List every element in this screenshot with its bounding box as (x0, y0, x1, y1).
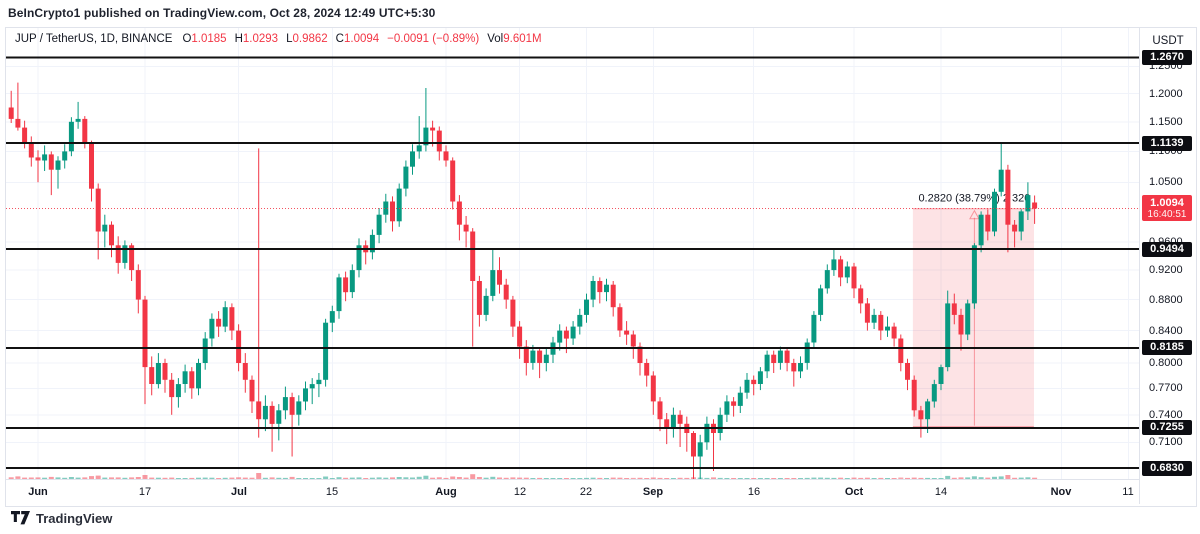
price-axis-label: 0.7400 (1149, 409, 1183, 421)
time-axis-label: 11 (1122, 486, 1134, 498)
close-value: 1.0094 (343, 33, 380, 45)
time-axis-label: 15 (325, 486, 339, 498)
tradingview-brand-text: TradingView (36, 511, 113, 526)
time-axis-label: 12 (513, 486, 527, 498)
price-level-badge: 1.2670 (1142, 50, 1192, 65)
tradingview-logo-icon (11, 511, 30, 525)
time-axis-label: Jul (231, 486, 247, 498)
open-label: O (182, 33, 192, 45)
time-axis-label: Oct (844, 486, 864, 498)
price-level-badge: 0.8185 (1142, 340, 1192, 355)
support-resistance-lines (6, 56, 1139, 469)
price-axis-label: 0.7700 (1149, 382, 1183, 394)
change-value: −0.0091 (−0.89%) (387, 33, 480, 45)
price-axis[interactable]: USDT 1.25001.20001.15001.10001.05000.960… (1139, 28, 1196, 504)
high-value: 1.0293 (242, 33, 279, 45)
low-label: L (286, 33, 293, 45)
chart-frame: 0.2820 (38.79%) 2 320 JUP / TetherUS, 1D… (5, 27, 1197, 507)
volume-label: Vol (487, 33, 504, 45)
time-axis-label: Nov (1050, 486, 1072, 498)
price-axis-label: 0.8000 (1149, 357, 1183, 369)
low-value: 0.9862 (292, 33, 328, 45)
symbol-title[interactable]: JUP / TetherUS, 1D, BINANCE (15, 33, 173, 45)
time-axis-label: Aug (435, 486, 457, 498)
price-level-badge: 0.9494 (1142, 242, 1192, 257)
candlestick-chart[interactable]: 0.2820 (38.79%) 2 320 JUP / TetherUS, 1D… (6, 28, 1139, 479)
time-axis-label: 17 (138, 486, 152, 498)
volume-value: 9.601M (503, 33, 542, 45)
time-axis-label: Jun (28, 486, 48, 498)
price-level-badge: 0.6830 (1142, 461, 1192, 476)
price-axis-label: 0.8800 (1149, 294, 1183, 306)
price-axis-label: 1.0500 (1149, 176, 1183, 188)
price-level-badge: 1.1139 (1142, 136, 1192, 151)
high-label: H (234, 33, 243, 45)
price-level-badge: 0.7255 (1142, 420, 1192, 435)
price-axis-label: 0.7100 (1149, 436, 1183, 448)
axis-currency-label: USDT (1152, 35, 1184, 47)
close-label: C (335, 33, 344, 45)
price-axis-label: 0.8400 (1149, 325, 1183, 337)
price-axis-label: 1.1500 (1149, 116, 1183, 128)
time-axis-label: Sep (642, 486, 664, 498)
price-axis-label: 0.9200 (1149, 264, 1183, 276)
ohlc-legend: JUP / TetherUS, 1D, BINANCE O1.0185 H1.029… (15, 33, 550, 45)
current-price-badge: 1.0094 16:40:51 (1142, 195, 1192, 221)
candles (8, 82, 1038, 479)
attribution-text: BeInCrypto1 published on TradingView.com… (8, 6, 436, 20)
measure-label: 0.2820 (38.79%) 2 320 (918, 193, 1030, 205)
price-axis-label: 1.2000 (1149, 88, 1183, 100)
chart-canvas[interactable]: 0.2820 (38.79%) 2 320 (6, 28, 1139, 479)
tradingview-attribution[interactable]: TradingView (11, 511, 112, 526)
time-axis[interactable]: Jun 17 Jul 15 Aug 12 22 Sep 16 Oct 14 Nov 11 (6, 479, 1139, 505)
time-axis-label: 16 (747, 486, 761, 498)
time-axis-label: 14 (934, 486, 948, 498)
open-value: 1.0185 (191, 33, 227, 45)
time-axis-label: 22 (579, 486, 593, 498)
